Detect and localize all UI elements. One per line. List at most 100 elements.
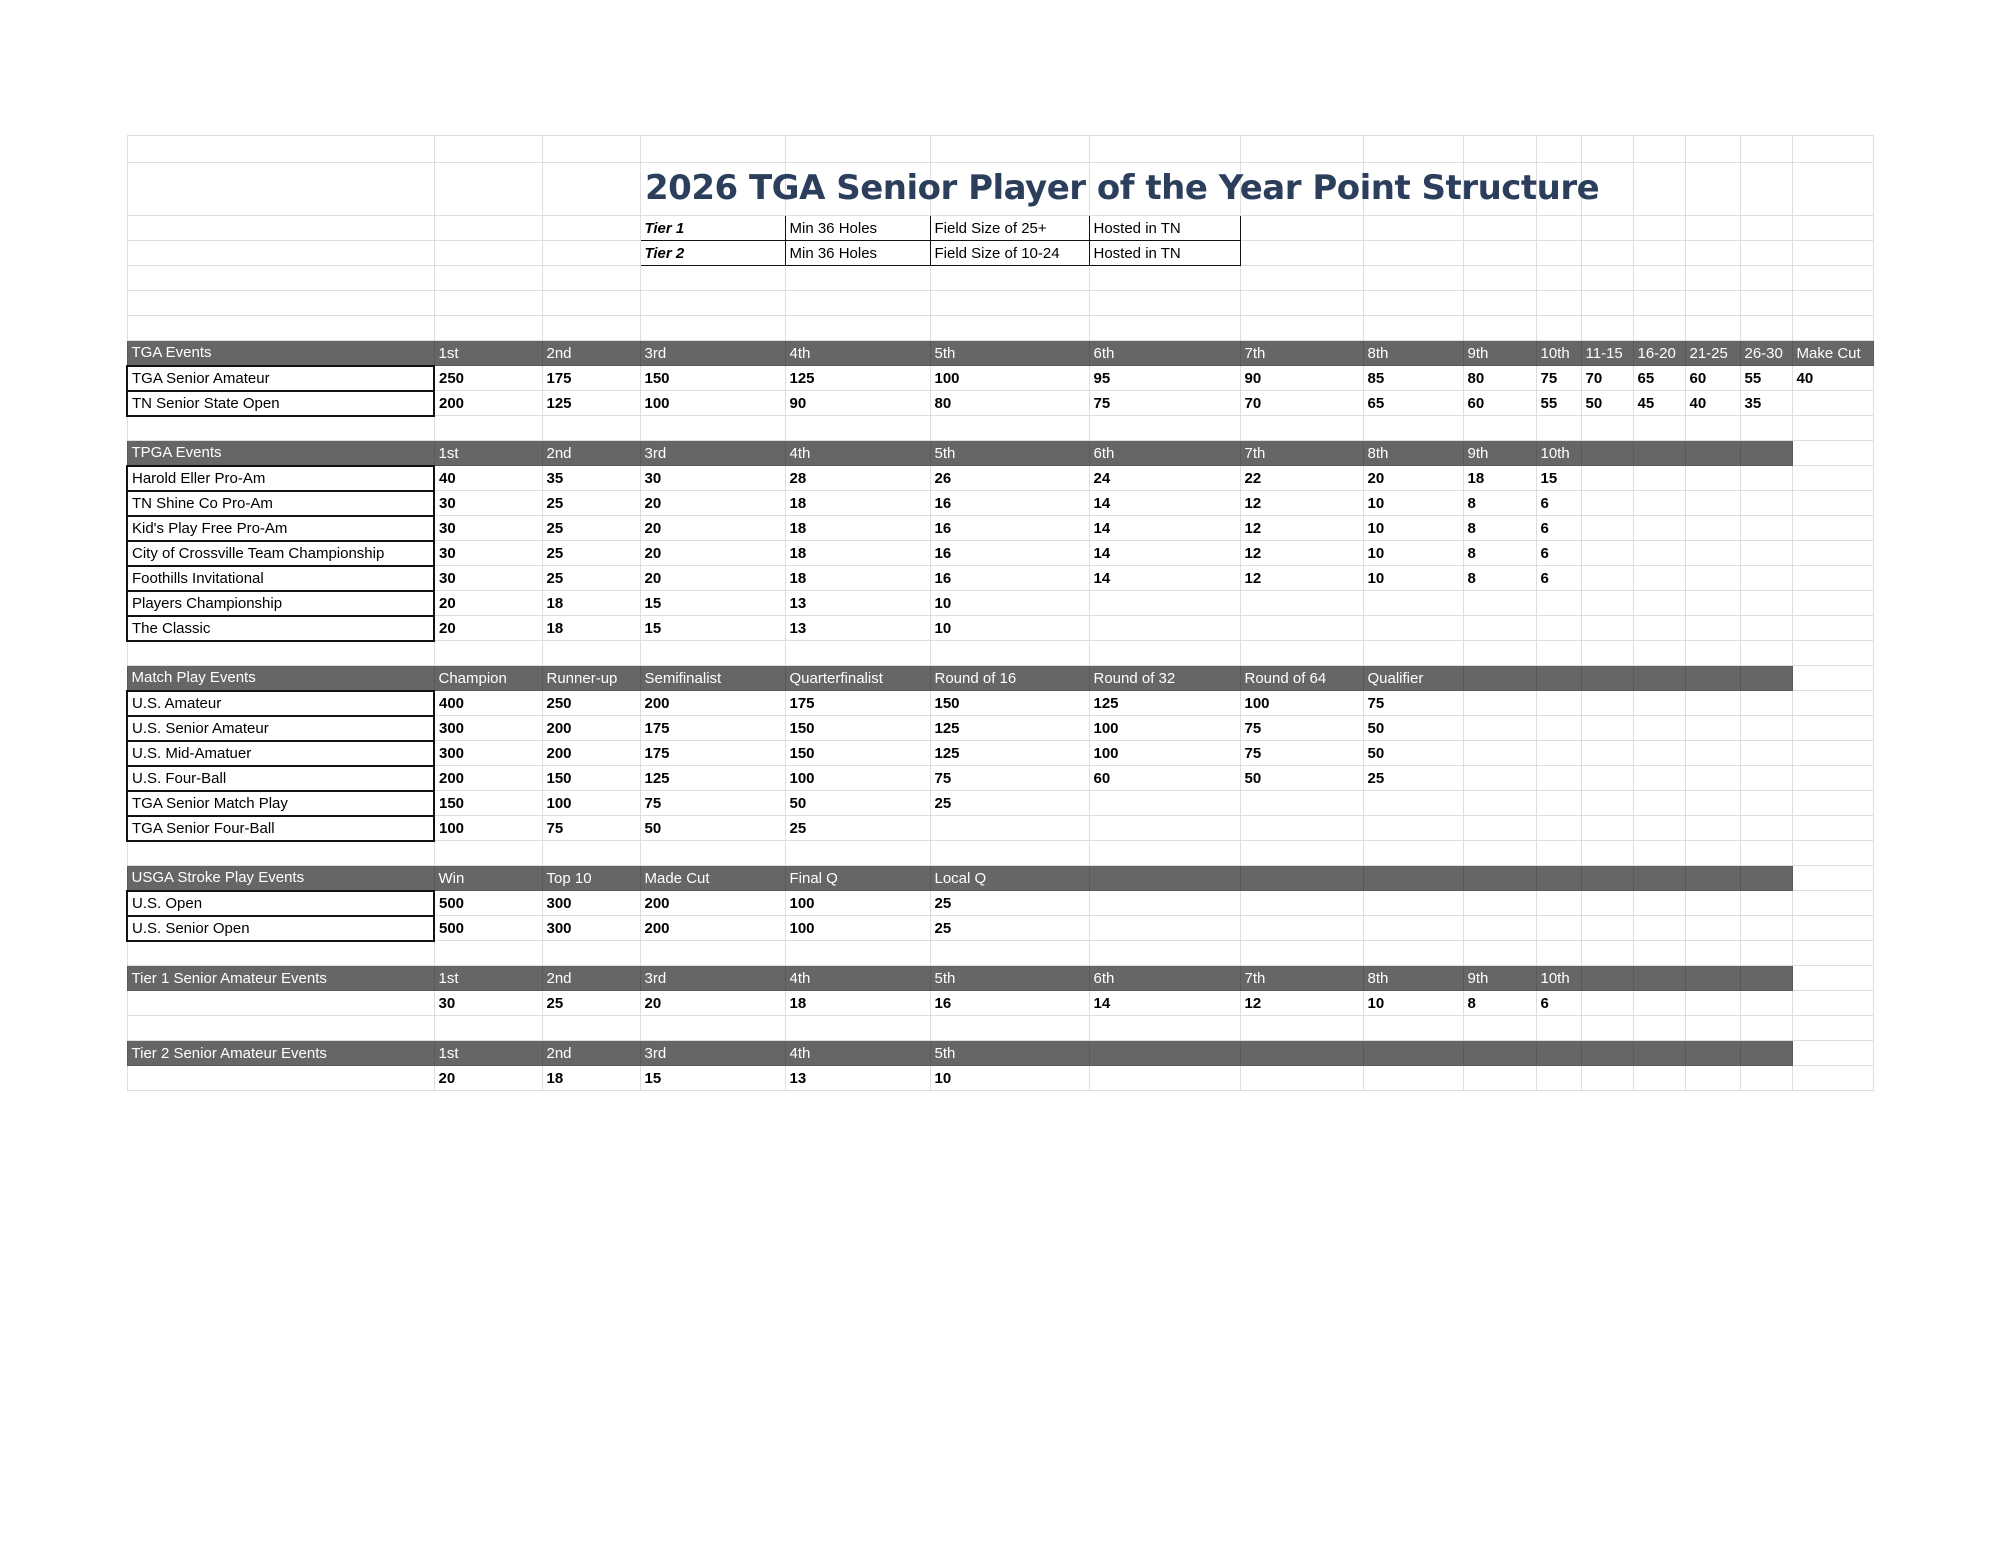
empty-cell xyxy=(1362,290,1464,316)
points-value: 100 xyxy=(784,765,931,791)
event-name: TGA Senior Match Play xyxy=(126,789,435,817)
points-value: 10 xyxy=(1362,490,1464,516)
column-header: 8th xyxy=(1362,440,1464,466)
points-value: 35 xyxy=(1739,390,1793,416)
empty-cell xyxy=(1535,135,1582,163)
points-value: 25 xyxy=(541,490,641,516)
points-value xyxy=(1362,790,1464,816)
column-header: Quarterfinalist xyxy=(784,665,931,691)
empty-cell xyxy=(1684,415,1741,441)
points-value: 50 xyxy=(1580,390,1634,416)
empty-cell xyxy=(1739,290,1793,316)
points-value xyxy=(1088,615,1241,641)
column-header: 8th xyxy=(1362,965,1464,991)
points-value: 14 xyxy=(1088,990,1241,1016)
column-header: Runner-up xyxy=(541,665,641,691)
points-value: 18 xyxy=(784,990,931,1016)
column-header xyxy=(1535,665,1582,691)
points-value: 100 xyxy=(1239,690,1364,716)
empty-cell xyxy=(784,315,931,341)
points-value xyxy=(1580,540,1634,566)
column-header: 9th xyxy=(1462,965,1537,991)
empty-cell xyxy=(1684,840,1741,866)
empty-cell xyxy=(1535,215,1582,241)
points-value: 6 xyxy=(1535,565,1582,591)
points-value xyxy=(1088,1065,1241,1091)
table-row: U.S. Open 500 300 200 100 25 xyxy=(126,889,1874,917)
column-header xyxy=(1239,865,1364,891)
points-value: 25 xyxy=(929,790,1090,816)
empty-cell xyxy=(1535,840,1582,866)
points-value: 12 xyxy=(1239,565,1364,591)
column-header: 9th xyxy=(1462,340,1537,366)
empty-cell xyxy=(541,840,641,866)
section-header-row: Tier 1 Senior Amateur Events 1st 2nd 3rd 4th… xyxy=(126,965,1874,991)
points-value: 100 xyxy=(433,815,543,841)
points-value xyxy=(1580,990,1634,1016)
empty-cell xyxy=(1739,640,1793,666)
column-header xyxy=(1684,965,1741,991)
points-value: 95 xyxy=(1088,365,1241,391)
column-header xyxy=(1791,665,1874,691)
points-value xyxy=(1632,590,1686,616)
column-header xyxy=(1462,865,1537,891)
empty-cell xyxy=(1580,940,1634,966)
empty-cell xyxy=(1239,1015,1364,1041)
points-value xyxy=(1684,540,1741,566)
points-value xyxy=(1632,740,1686,766)
points-value xyxy=(1462,790,1537,816)
points-value: 25 xyxy=(929,890,1090,916)
points-value: 20 xyxy=(639,490,786,516)
empty-cell xyxy=(1462,315,1537,341)
column-header xyxy=(1739,665,1793,691)
empty-cell xyxy=(1684,315,1741,341)
points-value xyxy=(1791,890,1874,916)
points-value: 125 xyxy=(639,765,786,791)
points-value: 6 xyxy=(1535,990,1582,1016)
points-value xyxy=(1739,740,1793,766)
empty-cell xyxy=(1462,240,1537,266)
empty-cell xyxy=(1580,415,1634,441)
points-value xyxy=(1791,915,1874,941)
empty-cell xyxy=(1684,640,1741,666)
empty-cell xyxy=(1535,315,1582,341)
empty-cell xyxy=(1791,640,1874,666)
points-value xyxy=(1535,590,1582,616)
table-row: 30 25 20 18 16 14 12 10 8 6 xyxy=(126,990,1874,1016)
points-value: 70 xyxy=(1580,365,1634,391)
empty-cell xyxy=(929,840,1090,866)
points-value: 55 xyxy=(1535,390,1582,416)
points-value: 16 xyxy=(929,515,1090,541)
column-header xyxy=(1088,1040,1241,1066)
empty-cell xyxy=(929,290,1090,316)
empty-cell xyxy=(1580,265,1634,291)
points-value: 8 xyxy=(1462,565,1537,591)
points-value: 25 xyxy=(541,540,641,566)
column-header: 1st xyxy=(433,440,543,466)
tier-hosted: Hosted in TN xyxy=(1088,240,1241,266)
points-value: 100 xyxy=(784,890,931,916)
event-name: Harold Eller Pro-Am xyxy=(126,464,435,492)
points-value xyxy=(1632,465,1686,491)
empty-cell xyxy=(784,840,931,866)
empty-cell xyxy=(1362,135,1464,163)
points-value xyxy=(1739,515,1793,541)
points-value: 75 xyxy=(541,815,641,841)
points-value: 75 xyxy=(639,790,786,816)
points-value: 18 xyxy=(541,590,641,616)
column-header: 1st xyxy=(433,1040,543,1066)
points-value: 13 xyxy=(784,1065,931,1091)
empty-cell xyxy=(541,162,641,216)
points-value xyxy=(929,815,1090,841)
points-value xyxy=(1739,790,1793,816)
points-value xyxy=(1791,590,1874,616)
empty-cell xyxy=(1684,290,1741,316)
points-value: 25 xyxy=(541,990,641,1016)
empty-cell xyxy=(929,162,1090,216)
column-header: Round of 32 xyxy=(1088,665,1241,691)
points-value xyxy=(1580,915,1634,941)
section-title: Match Play Events xyxy=(126,665,435,691)
points-value xyxy=(1362,1065,1464,1091)
points-value xyxy=(1739,590,1793,616)
empty-cell xyxy=(1088,290,1241,316)
